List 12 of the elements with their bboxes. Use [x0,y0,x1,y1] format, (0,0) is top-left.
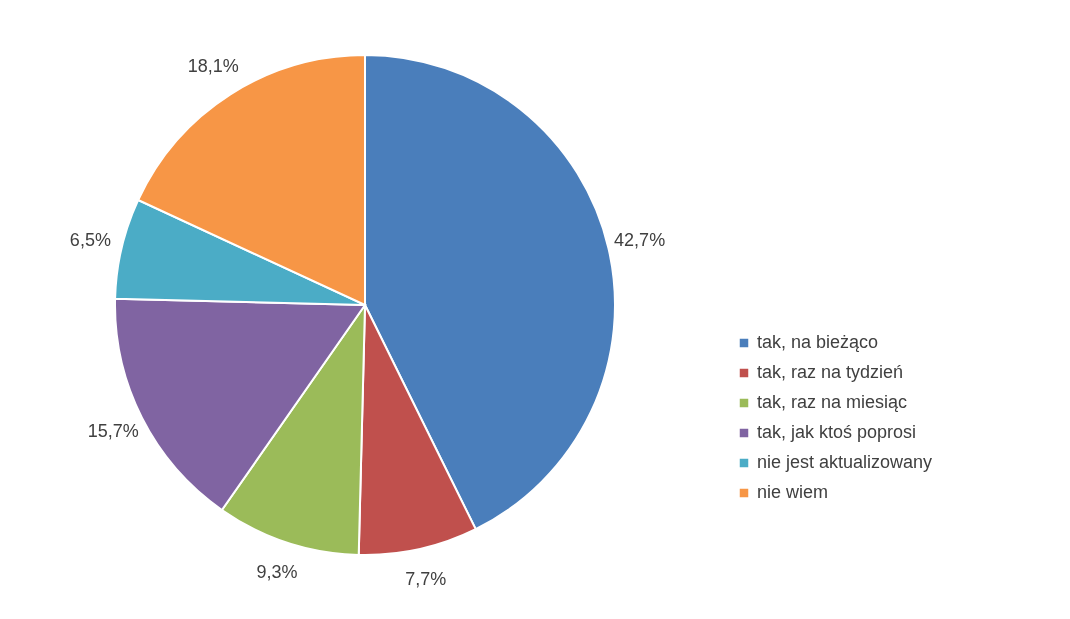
legend-label: nie jest aktualizowany [757,452,933,472]
legend-label: tak, raz na miesiąc [757,392,908,412]
data-label: 9,3% [256,561,298,582]
legend-label: tak, jak ktoś poprosi [757,422,917,442]
legend-label: tak, raz na tydzień [757,362,904,382]
data-label: 7,7% [405,569,447,590]
data-label: 18,1% [187,56,239,77]
data-label: 42,7% [614,229,666,250]
legend-label: nie wiem [757,482,829,502]
data-label: 15,7% [87,421,139,442]
legend-label: tak, na bieżąco [757,332,879,352]
data-label: 6,5% [69,229,111,250]
